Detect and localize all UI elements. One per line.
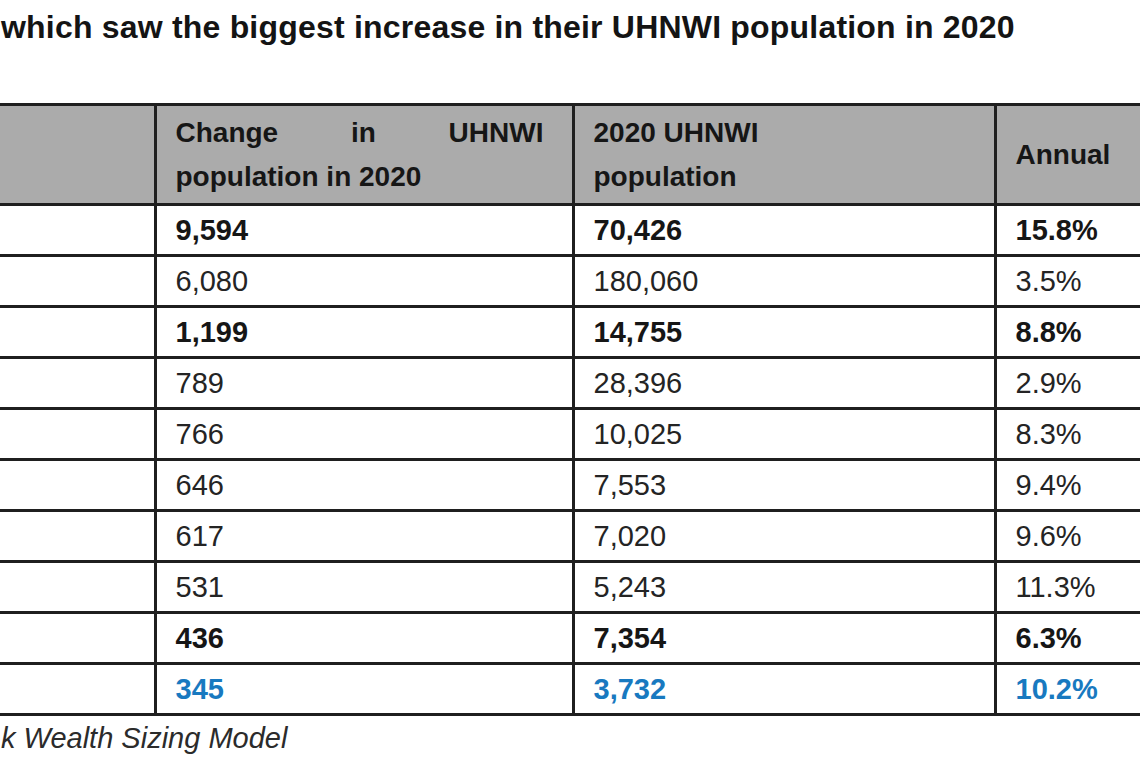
cell-change: 531 <box>155 562 573 613</box>
cell-annual: 8.8% <box>995 307 1140 358</box>
cell-change: 345 <box>155 664 573 715</box>
cell-annual: 10.2% <box>995 664 1140 715</box>
cell-change: 789 <box>155 358 573 409</box>
cell-population: 70,426 <box>573 205 995 256</box>
cell-annual: 11.3% <box>995 562 1140 613</box>
cell-country <box>0 409 155 460</box>
table-row: 646 7,553 9.4% <box>0 460 1140 511</box>
cell-population: 10,025 <box>573 409 995 460</box>
cell-population: 7,553 <box>573 460 995 511</box>
cell-change: 766 <box>155 409 573 460</box>
cell-country <box>0 562 155 613</box>
screenshot-root: which saw the biggest increase in their … <box>0 0 1140 760</box>
cell-population: 180,060 <box>573 256 995 307</box>
header-change-line2: population in 2020 <box>176 155 572 199</box>
cell-country <box>0 256 155 307</box>
cell-annual: 15.8% <box>995 205 1140 256</box>
cell-annual: 8.3% <box>995 409 1140 460</box>
table-row: 6,080 180,060 3.5% <box>0 256 1140 307</box>
cell-country <box>0 307 155 358</box>
cell-country <box>0 511 155 562</box>
cell-country <box>0 664 155 715</box>
cell-population: 28,396 <box>573 358 995 409</box>
cell-change: 1,199 <box>155 307 573 358</box>
table-row: 766 10,025 8.3% <box>0 409 1140 460</box>
cell-change: 436 <box>155 613 573 664</box>
header-annual: Annual <box>995 105 1140 205</box>
table-row: 436 7,354 6.3% <box>0 613 1140 664</box>
cell-annual: 2.9% <box>995 358 1140 409</box>
cell-population: 7,020 <box>573 511 995 562</box>
cell-annual: 9.4% <box>995 460 1140 511</box>
header-population: 2020 UHNWI population <box>573 105 995 205</box>
header-change-line1: Change in UHNWI <box>176 111 544 155</box>
header-change: Change in UHNWI population in 2020 <box>155 105 573 205</box>
table-row: 9,594 70,426 15.8% <box>0 205 1140 256</box>
page-title: which saw the biggest increase in their … <box>1 9 1015 46</box>
cell-annual: 9.6% <box>995 511 1140 562</box>
source-note: k Wealth Sizing Model <box>1 722 287 755</box>
table-row: 531 5,243 11.3% <box>0 562 1140 613</box>
table-row-highlighted: 345 3,732 10.2% <box>0 664 1140 715</box>
cell-population: 7,354 <box>573 613 995 664</box>
cell-country <box>0 613 155 664</box>
uhnwi-table: Change in UHNWI population in 2020 2020 … <box>0 103 1140 716</box>
cell-change: 617 <box>155 511 573 562</box>
cell-change: 6,080 <box>155 256 573 307</box>
table-row: 1,199 14,755 8.8% <box>0 307 1140 358</box>
cell-country <box>0 358 155 409</box>
cell-population: 5,243 <box>573 562 995 613</box>
header-country <box>0 105 155 205</box>
cell-annual: 6.3% <box>995 613 1140 664</box>
cell-change: 9,594 <box>155 205 573 256</box>
cell-change: 646 <box>155 460 573 511</box>
cell-country <box>0 460 155 511</box>
cell-country <box>0 205 155 256</box>
cell-population: 14,755 <box>573 307 995 358</box>
table-row: 617 7,020 9.6% <box>0 511 1140 562</box>
table-header-row: Change in UHNWI population in 2020 2020 … <box>0 105 1140 205</box>
cell-population: 3,732 <box>573 664 995 715</box>
cell-annual: 3.5% <box>995 256 1140 307</box>
table-row: 789 28,396 2.9% <box>0 358 1140 409</box>
